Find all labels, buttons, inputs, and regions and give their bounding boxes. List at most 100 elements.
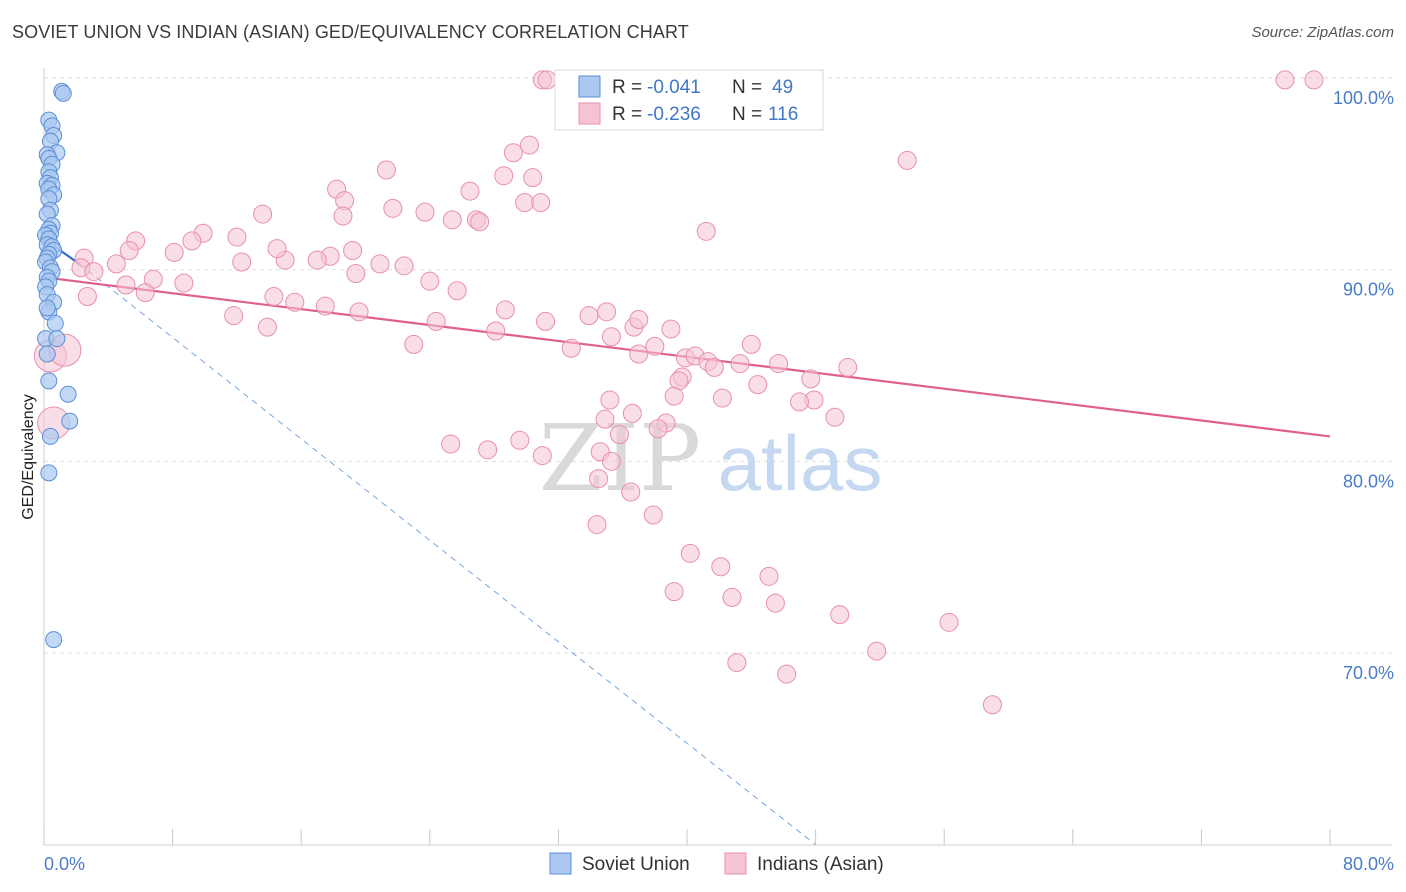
- indian-point: [333, 206, 353, 226]
- indian-point: [629, 310, 649, 329]
- indian-point: [609, 425, 629, 444]
- indian-point: [460, 181, 480, 201]
- indian-point: [712, 388, 732, 408]
- x-tick-label-min: 0.0%: [44, 854, 85, 874]
- indian-point: [515, 193, 535, 213]
- indian-point: [77, 287, 97, 306]
- indian-point: [307, 250, 327, 270]
- bottom-legend-label-indian: Indians (Asian): [757, 854, 884, 875]
- indian-point: [601, 451, 621, 471]
- indian-point: [442, 210, 462, 230]
- legend-r-label-indian: R =: [612, 104, 642, 125]
- y-tick-label-2: 90.0%: [1343, 280, 1394, 300]
- indian-point: [939, 612, 959, 632]
- indian-point: [897, 150, 917, 170]
- soviet-point: [61, 412, 79, 430]
- indian-point: [587, 515, 607, 535]
- legend-r-label-soviet: R =: [612, 77, 642, 98]
- indian-point: [426, 311, 446, 331]
- indian-point: [595, 409, 615, 429]
- indian-point: [664, 386, 684, 406]
- x-tick-label-max: 80.0%: [1343, 854, 1394, 874]
- indian-point: [415, 202, 435, 222]
- indian-point: [84, 262, 104, 282]
- y-tick-label-3: 100.0%: [1333, 88, 1394, 108]
- indian-point: [394, 256, 414, 276]
- indian-point: [664, 582, 684, 602]
- indian-point: [494, 166, 514, 186]
- indian-point: [503, 143, 523, 163]
- indian-point: [232, 252, 252, 272]
- soviet-points: [37, 82, 79, 649]
- indian-point: [601, 327, 621, 347]
- soviet-point: [38, 345, 56, 363]
- indian-point: [711, 557, 731, 577]
- legend-n-label-indian: N =: [732, 104, 762, 125]
- indian-point: [838, 357, 858, 377]
- indian-point: [420, 271, 440, 291]
- indian-point: [267, 239, 287, 259]
- indian-point: [376, 160, 396, 180]
- indian-point: [537, 70, 557, 90]
- indian-point: [748, 375, 768, 395]
- indian-point: [470, 212, 490, 232]
- chart-title: SOVIET UNION VS INDIAN (ASIAN) GED/EQUIV…: [12, 22, 689, 42]
- indian-point: [495, 300, 515, 320]
- legend-r-value-indian: -0.236: [647, 104, 701, 125]
- indian-point: [741, 334, 761, 354]
- source-label: Source: ZipAtlas.com: [1251, 24, 1394, 41]
- indian-point: [600, 390, 620, 410]
- indian-point: [727, 653, 747, 673]
- indian-point: [523, 168, 543, 188]
- indian-point: [264, 287, 284, 306]
- indian-point: [285, 292, 305, 312]
- indian-point: [174, 273, 194, 293]
- indian-point: [730, 354, 750, 374]
- indian-point: [441, 434, 461, 454]
- indian-point: [346, 264, 366, 283]
- indian-point: [224, 306, 244, 326]
- indian-point: [478, 440, 498, 460]
- y-tick-label-0: 70.0%: [1343, 663, 1394, 683]
- legend-n-label-soviet: N =: [732, 77, 762, 98]
- indian-point: [597, 302, 617, 322]
- indian-point: [164, 242, 184, 262]
- x-tick-labels: 0.0% 80.0%: [44, 854, 1394, 874]
- indian-point: [135, 283, 155, 303]
- indian-point: [645, 336, 665, 356]
- indian-point: [119, 241, 139, 260]
- bottom-legend: Soviet Union Indians (Asian): [549, 852, 884, 875]
- soviet-point: [48, 330, 66, 348]
- indian-point: [790, 392, 810, 412]
- indian-point: [722, 587, 742, 607]
- soviet-point: [54, 84, 72, 102]
- legend: R = -0.041 N = 49 R = -0.236 N = 116: [554, 69, 824, 131]
- indian-point: [383, 198, 403, 218]
- soviet-point: [59, 385, 77, 403]
- indian-point: [315, 296, 335, 316]
- indian-point: [982, 695, 1002, 715]
- indian-point: [643, 505, 663, 525]
- indian-point: [447, 281, 467, 301]
- indian-point: [1304, 70, 1324, 90]
- indian-point: [257, 317, 277, 337]
- indian-point: [589, 469, 609, 489]
- soviet-point: [40, 372, 58, 390]
- soviet-point: [45, 631, 63, 649]
- indian-point: [227, 227, 247, 247]
- indian-point: [536, 311, 556, 331]
- indian-point: [519, 135, 539, 155]
- bottom-legend-swatch-indian: [724, 852, 747, 875]
- indian-point: [561, 338, 581, 358]
- indian-point: [696, 221, 716, 241]
- indian-point: [769, 354, 789, 374]
- bottom-legend-label-soviet: Soviet Union: [582, 854, 690, 875]
- y-axis-label: GED/Equivalency: [20, 394, 37, 519]
- soviet-point: [40, 464, 58, 482]
- indian-point: [116, 275, 136, 295]
- indian-point: [704, 357, 724, 377]
- trend-lines: [43, 238, 1331, 846]
- indian-point: [532, 446, 552, 466]
- indian-point: [106, 254, 126, 274]
